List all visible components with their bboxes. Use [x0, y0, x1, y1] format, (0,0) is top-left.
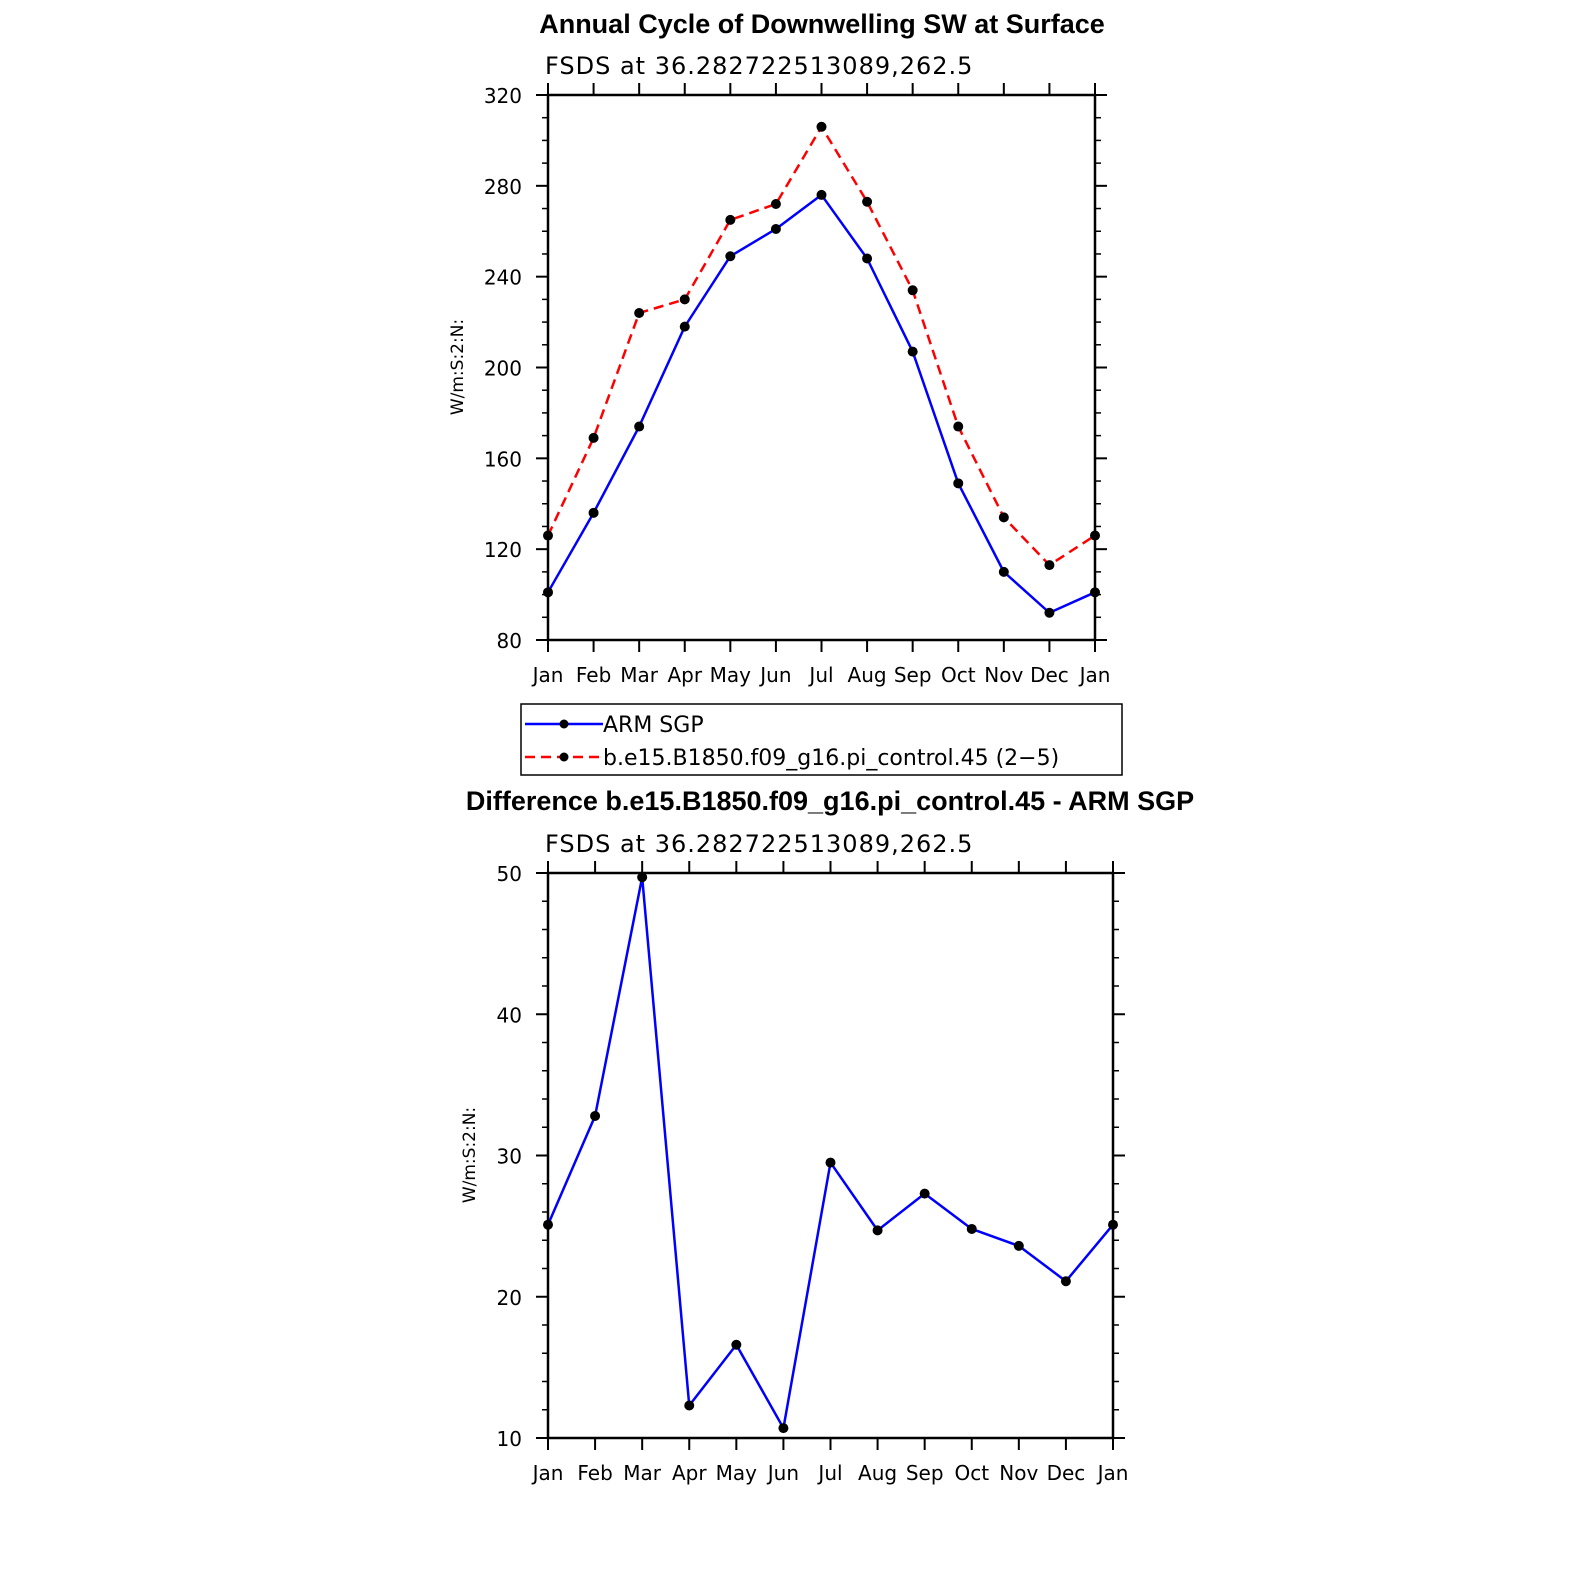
- chart1-series-2-point: [998, 512, 1009, 523]
- chart1-series-2-point: [907, 285, 918, 296]
- chart1-ytick-label: 240: [484, 266, 522, 290]
- chart2-series-1-point: [1013, 1240, 1024, 1251]
- chart1-xtick-label: Jan: [1078, 663, 1111, 687]
- legend-marker-series-2: [559, 752, 569, 762]
- chart1-series-1-point: [998, 566, 1009, 577]
- chart1-series-2-point: [953, 421, 964, 432]
- legend-label-series-2: b.e15.B1850.f09_g16.pi_control.45 (2−5): [603, 746, 1059, 771]
- chart1-series-2-point: [725, 214, 736, 225]
- chart2-series-1-point: [1108, 1219, 1118, 1230]
- chart2-xtick-label: Apr: [672, 1461, 707, 1485]
- chart1-series-1-point: [543, 587, 553, 598]
- chart2-xtick-label: Aug: [858, 1461, 897, 1485]
- chart2-xtick-label: Oct: [954, 1461, 989, 1485]
- chart1-frame: [546, 93, 1097, 642]
- chart2-series-1-point: [1060, 1276, 1071, 1287]
- chart2-ytick-label: 10: [497, 1427, 522, 1451]
- chart1-xtick-label: Jul: [807, 663, 833, 687]
- chart1-series-1-point: [907, 346, 918, 357]
- chart1-ytick-label: 280: [484, 175, 522, 199]
- chart1-plot: Jan Feb Mar Apr May Jun Jul Aug Sep Oct Nov Dec Jan 8…: [484, 83, 1111, 687]
- chart2-series-1-point: [778, 1423, 789, 1434]
- chart2-subtitle: FSDS at 36.282722513089,262.5: [545, 830, 973, 858]
- chart1-ytick-label: 160: [484, 447, 522, 471]
- chart2-series-1-point: [731, 1339, 742, 1350]
- chart2-xtick-label: Jun: [766, 1461, 799, 1485]
- chart1-series-1-point: [862, 253, 873, 264]
- chart1-series-2-point: [862, 196, 873, 207]
- chart2-series-1-point: [637, 872, 648, 883]
- chart2-xtick-label: May: [716, 1461, 758, 1485]
- chart1-xtick-label: May: [710, 663, 752, 687]
- chart1-xtick-label: Sep: [894, 663, 932, 687]
- chart2-series-1-point: [872, 1225, 883, 1236]
- chart1-series-2-point: [679, 294, 690, 305]
- legend-marker-series-1: [559, 719, 569, 729]
- chart1-series-2-point: [1090, 530, 1100, 541]
- chart1-ylabel: W/m:S:2:N:: [448, 319, 468, 415]
- chart2-frame: [546, 871, 1115, 1440]
- chart1-series-2-point: [770, 199, 781, 209]
- legend-box: [520, 703, 1123, 776]
- chart2-xtick-label: Sep: [906, 1461, 944, 1485]
- chart1-xtick-label: Nov: [984, 663, 1023, 687]
- chart1-subtitle: FSDS at 36.282722513089,262.5: [545, 52, 973, 80]
- chart1-series-2-point: [543, 530, 553, 541]
- chart1-xtick-label: Dec: [1030, 663, 1069, 687]
- chart2-ytick-label: 30: [497, 1145, 522, 1169]
- chart2-series-1-point: [543, 1219, 553, 1230]
- chart2-ytick-label: 40: [497, 1003, 522, 1027]
- chart1-series-1-point: [770, 223, 781, 234]
- chart1-series-1-point: [1090, 587, 1100, 598]
- chart2-series-1-point: [590, 1110, 601, 1121]
- chart1-series-2-point: [634, 308, 645, 318]
- chart1-legend: ARM SGP b.e15.B1850.f09_g16.pi_control.4…: [520, 703, 1123, 776]
- chart1-series-2-point: [1044, 560, 1055, 571]
- chart2-ytick-label: 50: [497, 862, 522, 886]
- chart1-series-1-point: [634, 421, 645, 432]
- chart1-ytick-label: 200: [484, 357, 522, 381]
- chart2-xtick-label: Jan: [531, 1461, 564, 1485]
- chart1-xtick-label: Jan: [531, 663, 564, 687]
- chart1-series-1-point: [588, 507, 599, 518]
- chart1-series-1-point: [1044, 607, 1055, 618]
- chart1-xtick-label: Apr: [667, 663, 702, 687]
- chart1-series-1-point: [725, 251, 736, 262]
- chart1-series-1-point: [953, 478, 964, 489]
- chart2-xtick-label: Mar: [623, 1461, 662, 1485]
- chart1-title: Annual Cycle of Downwelling SW at Surfac…: [539, 9, 1105, 39]
- chart1-series-1-line: [546, 193, 1096, 614]
- legend-label-series-1: ARM SGP: [603, 713, 704, 738]
- chart2-series-1-point: [919, 1188, 930, 1199]
- chart1-xtick-label: Feb: [576, 663, 611, 687]
- chart1-series-1-point: [679, 321, 690, 332]
- chart1-xtick-label: Oct: [941, 663, 976, 687]
- chart1-xtick-label: Mar: [620, 663, 659, 687]
- chart2-series-1-point: [684, 1400, 695, 1411]
- chart1-series-1-point: [816, 189, 827, 200]
- chart2-series-1-point: [966, 1223, 977, 1234]
- chart1-series-2-point: [588, 432, 599, 443]
- chart2-xtick-label: Dec: [1047, 1461, 1086, 1485]
- chart2-xtick-label: Jan: [1096, 1461, 1129, 1485]
- chart1-xtick-label: Aug: [848, 663, 887, 687]
- chart1-ytick-label: 320: [484, 84, 522, 108]
- chart2-series-1-point: [825, 1157, 836, 1168]
- chart2-xtick-label: Feb: [577, 1461, 612, 1485]
- chart2-ytick-label: 20: [497, 1286, 522, 1310]
- chart2-series-1-line: [546, 875, 1114, 1430]
- chart2-xtick-label: Nov: [999, 1461, 1038, 1485]
- chart1-series-2-point: [816, 121, 827, 132]
- chart2-plot: Jan Feb Mar Apr May Jun Jul Aug Sep Oct Nov Dec Jan 1…: [497, 861, 1129, 1485]
- chart1-ytick-label: 120: [484, 538, 522, 562]
- chart1-xtick-label: Jun: [758, 663, 791, 687]
- chart2-xtick-label: Jul: [816, 1461, 842, 1485]
- chart1-ytick-label: 80: [497, 629, 522, 653]
- chart2-ylabel: W/m:S:2:N:: [460, 1107, 480, 1203]
- chart2-title: Difference b.e15.B1850.f09_g16.pi_contro…: [466, 786, 1194, 816]
